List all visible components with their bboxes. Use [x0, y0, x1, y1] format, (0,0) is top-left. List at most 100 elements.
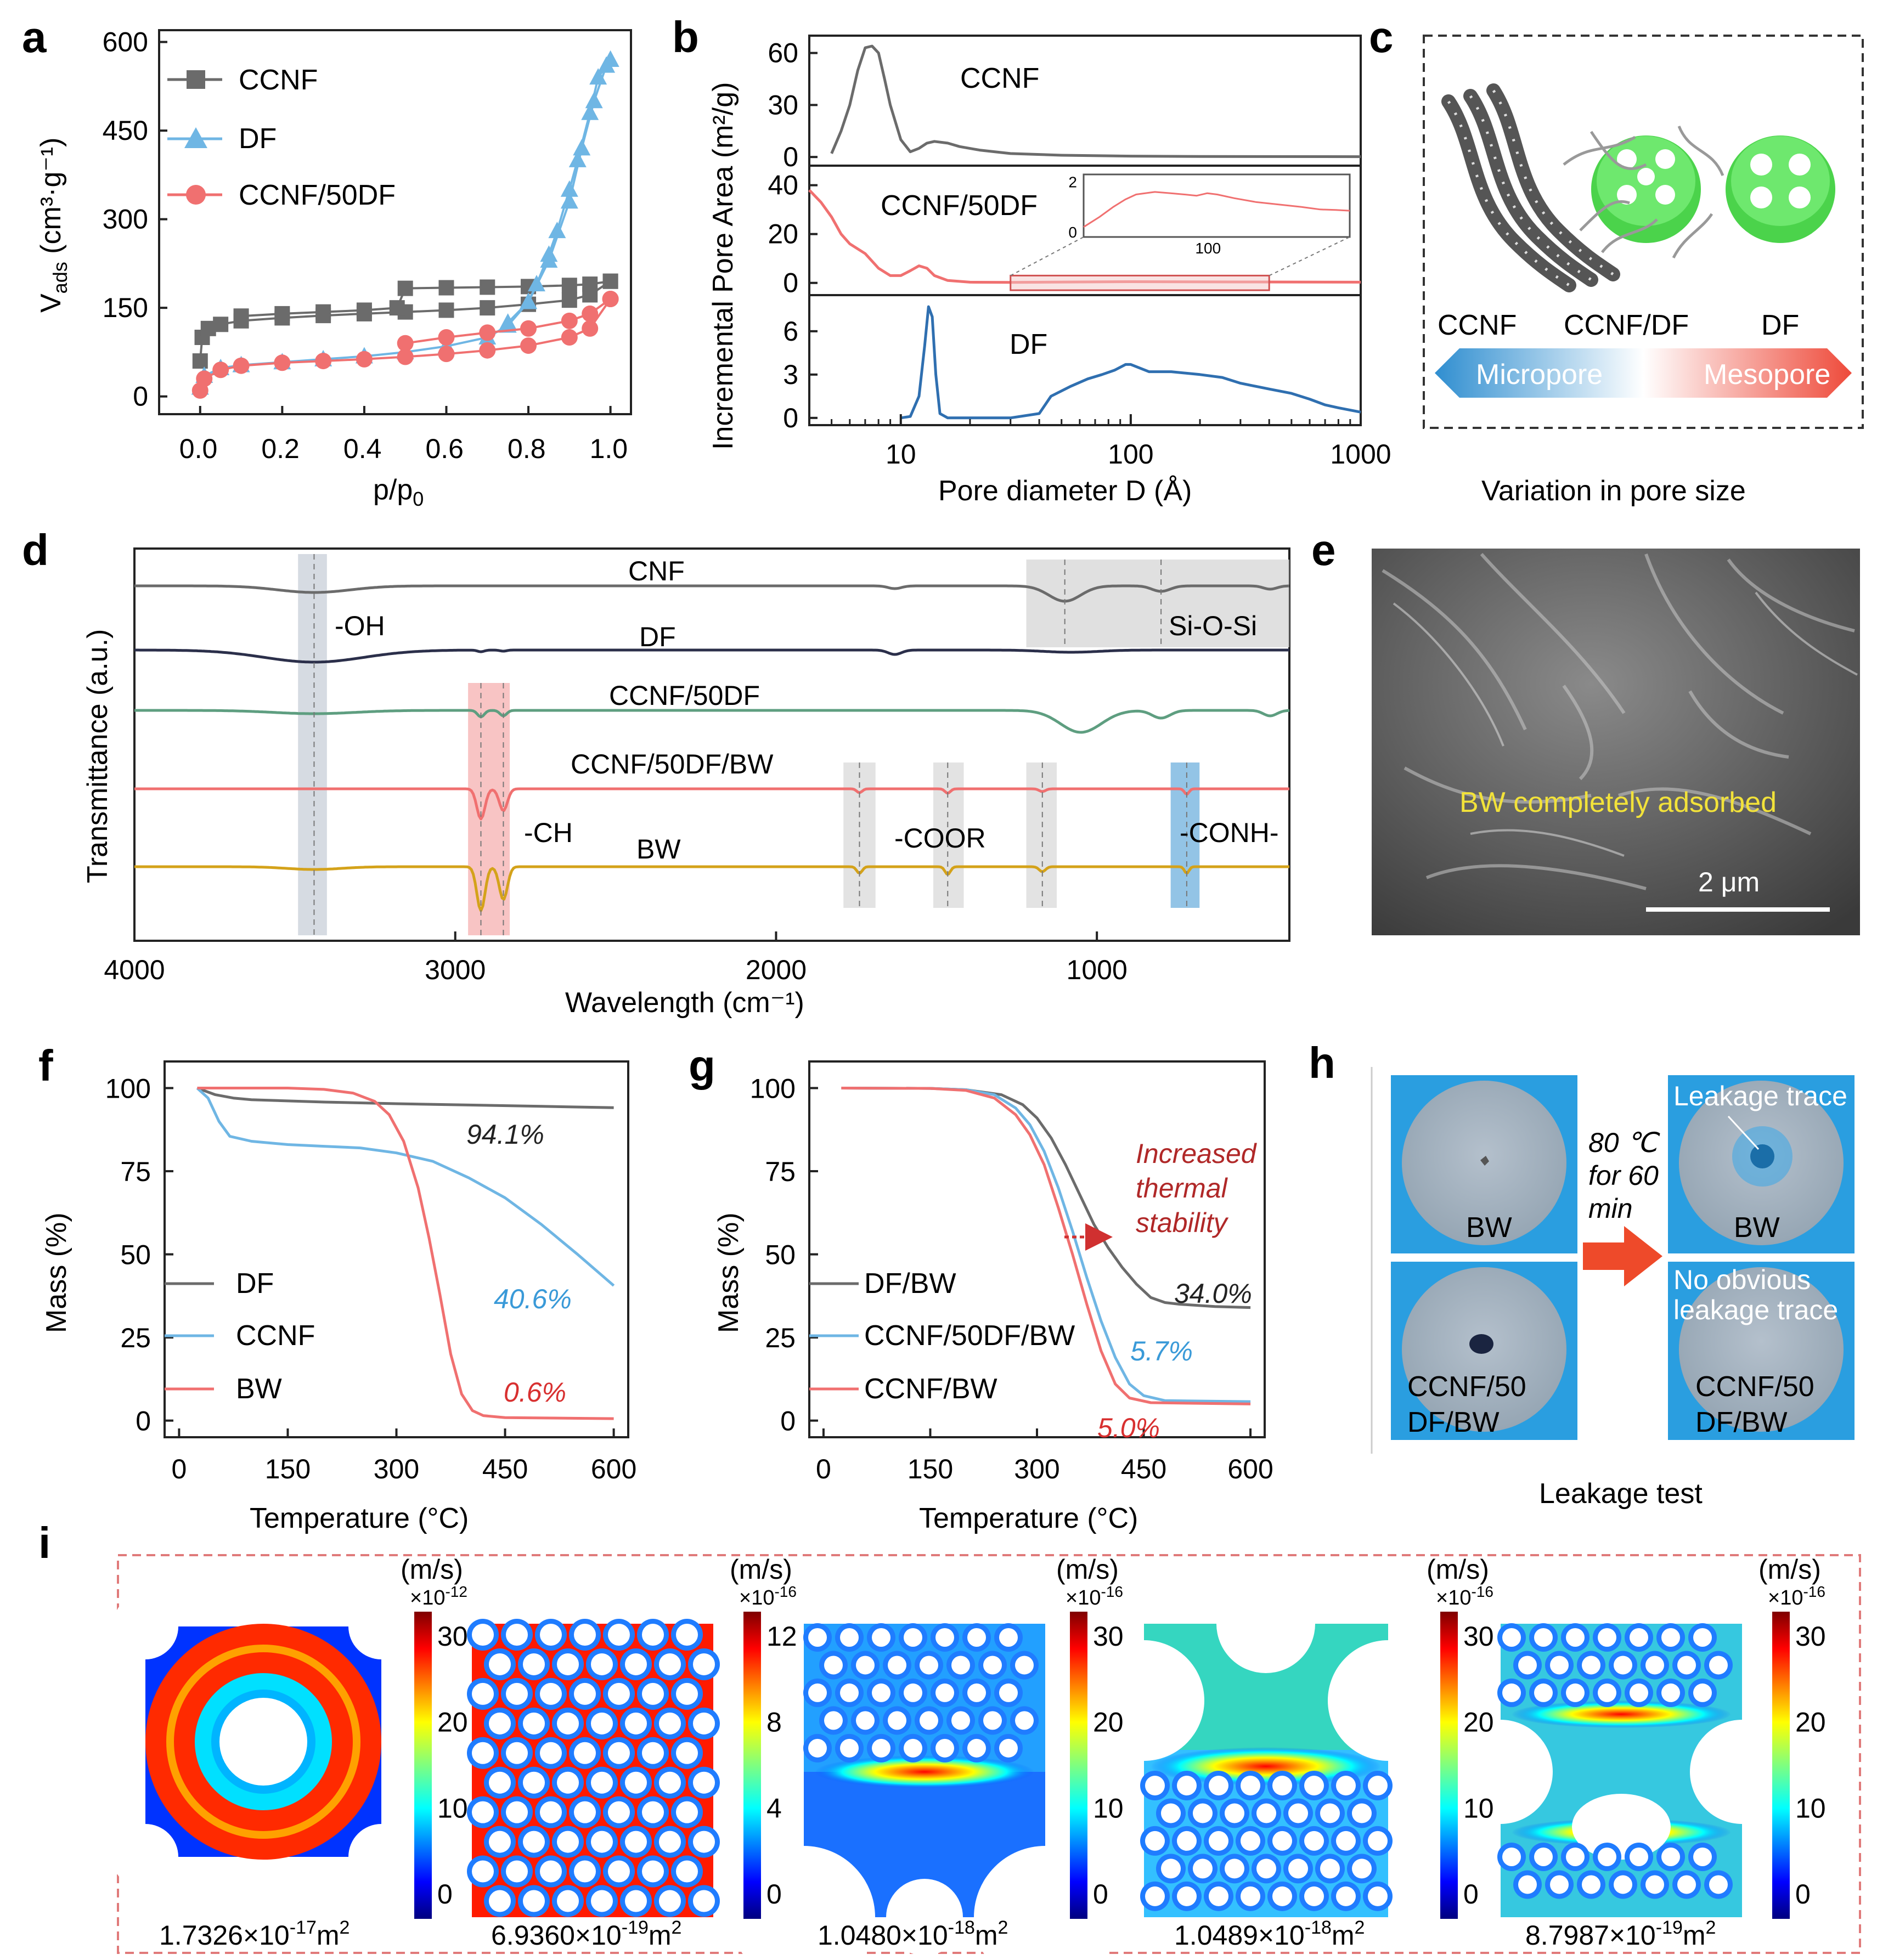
arrow-label-micropore: Micropore [1476, 359, 1603, 391]
legend-f-df: DF [236, 1268, 274, 1300]
marker-square [480, 300, 495, 316]
panel-b-ylabel: Incremental Pore Area (m²/g) [707, 82, 739, 450]
leak-label-mix-before-2: DF/BW [1407, 1407, 1500, 1438]
panel-label-c: c [1369, 13, 1394, 61]
legend-g-dfbw: DF/BW [864, 1268, 956, 1300]
panel-b-xlabel: Pore diameter D (Å) [938, 475, 1192, 507]
pore [506, 1860, 528, 1883]
pore [872, 1683, 890, 1702]
heating-arrow-icon [1583, 1226, 1662, 1286]
pore [676, 1801, 698, 1823]
pore [983, 1711, 1002, 1730]
legend-ccnf: CCNF [239, 64, 318, 96]
pore [608, 1860, 630, 1883]
pore [1502, 1683, 1521, 1702]
marker-circle [582, 320, 599, 337]
inset-connector [1010, 236, 1084, 276]
panel-g-series: 0 150 300 450 600 0 25 50 75 100 [750, 1073, 1273, 1484]
x-tick-label: 0.8 [508, 433, 546, 464]
marker-triangle [573, 139, 591, 156]
pore [872, 1628, 890, 1647]
permeability-value: 6.9360×10-19m2 [491, 1917, 681, 1951]
colorbar-exponent: ×10-16 [1768, 1583, 1825, 1609]
pore [608, 1801, 630, 1823]
pore-size-arrow [1435, 348, 1852, 398]
panel-label-f: f [38, 1041, 53, 1090]
ccnf-fibers-illustration [1441, 83, 1620, 292]
colorbar [1440, 1612, 1458, 1919]
pore [1272, 1886, 1292, 1906]
ir-series-DF [134, 648, 1289, 664]
pore [1304, 1776, 1324, 1795]
panel-g-ylabel: Mass (%) [713, 1212, 745, 1333]
pore [1582, 1656, 1600, 1675]
inset-connector [1269, 236, 1350, 276]
panel-b-label-ccnf50df: CCNF/50DF [881, 190, 1038, 222]
pore [1598, 1628, 1616, 1647]
pore [967, 1628, 986, 1647]
leak-before-bw: BW [1391, 1075, 1577, 1253]
marker-triangle [528, 275, 545, 292]
pore [693, 1890, 715, 1912]
x-tick-label: 10 [886, 439, 916, 470]
ir-annot-sios: Si-O-Si [1169, 611, 1257, 641]
pore [1241, 1886, 1260, 1906]
pore [659, 1712, 681, 1735]
pore [999, 1628, 1018, 1647]
ir-annot-ch: -CH [524, 817, 573, 848]
pore [935, 1683, 954, 1702]
pore [489, 1890, 511, 1912]
panel-a-frame [158, 29, 632, 415]
pore [591, 1771, 613, 1794]
pore [489, 1831, 511, 1853]
marker-triangle [585, 92, 603, 109]
colorbar-tick: 30 [437, 1621, 468, 1652]
y-tick-label: 150 [103, 292, 148, 323]
pore [840, 1738, 859, 1758]
colorbar-unit: (m/s) [1056, 1554, 1119, 1585]
y-tick-label: 0 [136, 1406, 151, 1437]
leak-label-bw-before: BW [1466, 1212, 1512, 1244]
colorbar [1070, 1612, 1087, 1919]
colorbar-exponent: ×10-16 [1066, 1583, 1123, 1609]
colorbar-tick: 0 [437, 1879, 453, 1910]
pore [625, 1653, 647, 1675]
pore [1693, 1848, 1712, 1866]
sem-texture [1382, 553, 1855, 890]
pore [1272, 1776, 1292, 1795]
y-tick-label: 50 [120, 1240, 151, 1270]
pore [1661, 1848, 1680, 1866]
pore [693, 1712, 715, 1735]
tga-series-CCNF [196, 1087, 615, 1287]
pore [1661, 1683, 1680, 1702]
pore [1630, 1628, 1648, 1647]
panel-e-sem-image: BW completely adsorbed 2 μm [1372, 549, 1860, 935]
colorbar-unit: (m/s) [1427, 1554, 1489, 1585]
pore [523, 1712, 545, 1735]
pore [608, 1682, 630, 1705]
pore [1336, 1886, 1356, 1906]
marker-triangle [560, 192, 578, 209]
x-tick-label: 2000 [746, 954, 807, 985]
marker-circle [561, 312, 578, 329]
pore [872, 1738, 890, 1758]
permeability-value: 1.0489×10-18m2 [1174, 1917, 1365, 1951]
pore [642, 1624, 664, 1646]
pore [1015, 1711, 1034, 1730]
pore [1161, 1859, 1181, 1879]
x-tick-label: 0.0 [179, 433, 218, 464]
marker-circle [212, 362, 229, 379]
panel-c-dashed-frame [1423, 35, 1864, 429]
pore [1193, 1803, 1213, 1823]
colorbar-exponent: ×10-12 [410, 1583, 467, 1609]
x-tick-label: 450 [482, 1454, 528, 1484]
leak-label-mix-before-1: CCNF/50 [1407, 1371, 1526, 1403]
pore [489, 1771, 511, 1794]
pore [1241, 1776, 1260, 1795]
ir-label-cnf: CNF [628, 556, 685, 586]
x-tick-label: 300 [374, 1454, 419, 1484]
pore [1336, 1831, 1356, 1851]
x-tick-label: 0 [816, 1454, 831, 1484]
panel-label-g: g [689, 1041, 715, 1090]
pore [1566, 1683, 1585, 1702]
